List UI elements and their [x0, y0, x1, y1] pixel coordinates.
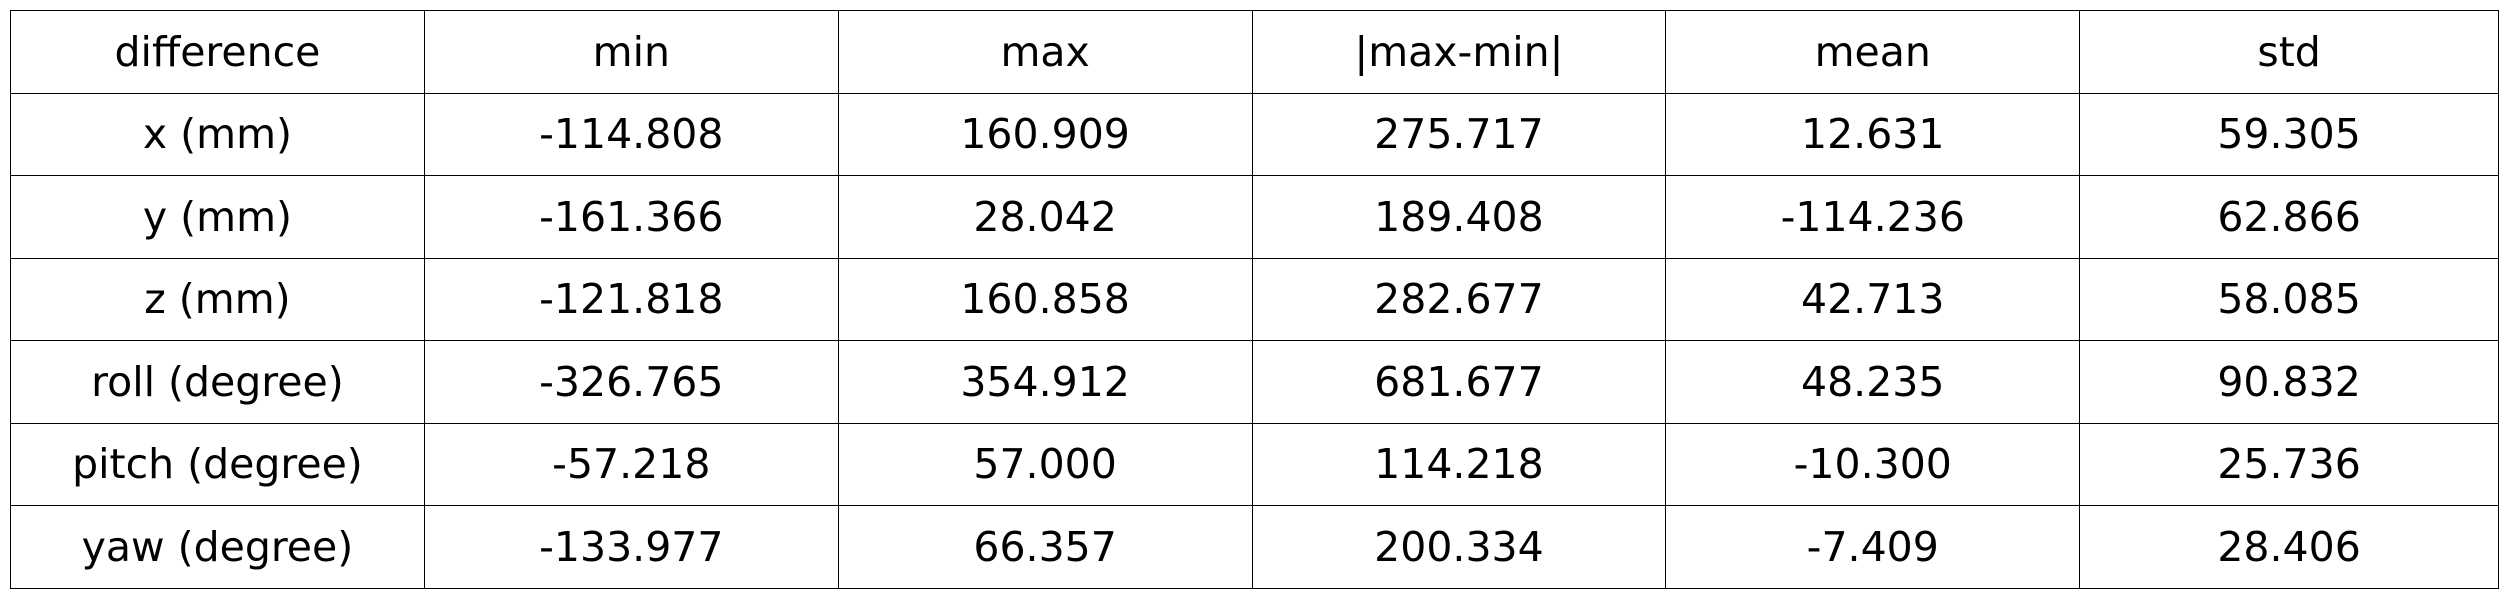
std-cell: 25.736 [2079, 422, 2499, 506]
table-row: pitch (degree) -57.218 57.000 114.218 -1… [10, 422, 2499, 506]
min-cell: -161.366 [423, 175, 839, 259]
range-cell: 200.334 [1251, 505, 1667, 589]
row-label-cell: x (mm) [10, 92, 425, 176]
row-label-cell: roll (degree) [10, 340, 425, 424]
mean-cell: 48.235 [1665, 340, 2081, 424]
header-row: difference min max |max-min| mean std [10, 10, 2499, 94]
header-mean: mean [1665, 10, 2081, 94]
table-row: roll (degree) -326.765 354.912 681.677 4… [10, 340, 2499, 424]
std-cell: 58.085 [2079, 257, 2499, 341]
range-cell: 681.677 [1251, 340, 1667, 424]
mean-cell: 12.631 [1665, 92, 2081, 176]
row-label-cell: pitch (degree) [10, 422, 425, 506]
std-cell: 59.305 [2079, 92, 2499, 176]
table-row: x (mm) -114.808 160.909 275.717 12.631 5… [10, 92, 2499, 176]
max-cell: 354.912 [837, 340, 1253, 424]
row-label-cell: y (mm) [10, 175, 425, 259]
difference-statistics-table: difference min max |max-min| mean std x … [10, 10, 2499, 589]
max-cell: 160.858 [837, 257, 1253, 341]
header-range: |max-min| [1251, 10, 1667, 94]
header-max: max [837, 10, 1253, 94]
std-cell: 90.832 [2079, 340, 2499, 424]
row-label-cell: z (mm) [10, 257, 425, 341]
mean-cell: -10.300 [1665, 422, 2081, 506]
min-cell: -326.765 [423, 340, 839, 424]
min-cell: -57.218 [423, 422, 839, 506]
mean-cell: 42.713 [1665, 257, 2081, 341]
max-cell: 160.909 [837, 92, 1253, 176]
min-cell: -114.808 [423, 92, 839, 176]
statistics-table-container: difference min max |max-min| mean std x … [10, 10, 2499, 589]
max-cell: 28.042 [837, 175, 1253, 259]
header-min: min [423, 10, 839, 94]
mean-cell: -114.236 [1665, 175, 2081, 259]
header-difference: difference [10, 10, 425, 94]
range-cell: 275.717 [1251, 92, 1667, 176]
range-cell: 282.677 [1251, 257, 1667, 341]
max-cell: 66.357 [837, 505, 1253, 589]
table-row: yaw (degree) -133.977 66.357 200.334 -7.… [10, 505, 2499, 589]
row-label-cell: yaw (degree) [10, 505, 425, 589]
range-cell: 189.408 [1251, 175, 1667, 259]
header-std: std [2079, 10, 2499, 94]
min-cell: -133.977 [423, 505, 839, 589]
range-cell: 114.218 [1251, 422, 1667, 506]
table-row: z (mm) -121.818 160.858 282.677 42.713 5… [10, 257, 2499, 341]
std-cell: 62.866 [2079, 175, 2499, 259]
mean-cell: -7.409 [1665, 505, 2081, 589]
table-row: y (mm) -161.366 28.042 189.408 -114.236 … [10, 175, 2499, 259]
max-cell: 57.000 [837, 422, 1253, 506]
min-cell: -121.818 [423, 257, 839, 341]
std-cell: 28.406 [2079, 505, 2499, 589]
